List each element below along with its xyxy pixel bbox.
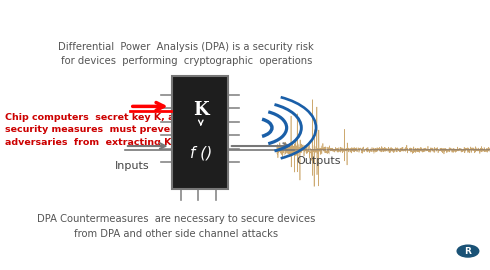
Circle shape	[457, 245, 479, 257]
Text: Inputs: Inputs	[115, 161, 149, 171]
Text: Chip computers  secret key K, and
security measures  must prevent
adversaries  f: Chip computers secret key K, and securit…	[5, 113, 188, 147]
Text: Differential  Power  Analysis (DPA) is a security risk
for devices  performing  : Differential Power Analysis (DPA) is a s…	[58, 42, 314, 66]
Bar	[172, 76, 228, 189]
Text: R: R	[465, 247, 471, 256]
Text: f (): f ()	[190, 145, 212, 160]
Text: Outputs: Outputs	[296, 156, 341, 166]
Text: K: K	[193, 101, 209, 119]
Text: DPA Countermeasures  are necessary to secure devices
from DPA and other side cha: DPA Countermeasures are necessary to sec…	[37, 214, 316, 239]
